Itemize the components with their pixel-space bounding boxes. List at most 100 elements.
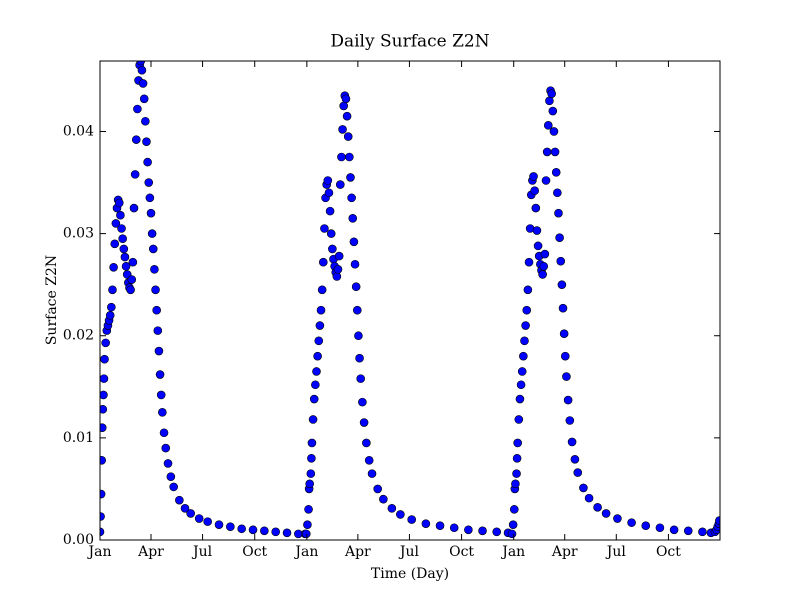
point	[548, 106, 558, 116]
point	[100, 527, 105, 537]
point	[346, 173, 355, 182]
point	[328, 244, 337, 254]
point	[523, 285, 533, 295]
y-tick-label: 0.03	[63, 226, 94, 242]
point	[563, 395, 573, 405]
point	[214, 520, 224, 529]
point	[350, 259, 360, 269]
point	[570, 455, 580, 464]
point	[318, 257, 328, 267]
x-tick-label: Oct	[656, 544, 681, 560]
point	[362, 438, 371, 448]
point	[100, 354, 109, 364]
point	[379, 494, 388, 504]
point	[347, 193, 356, 203]
point	[151, 285, 160, 295]
point	[107, 302, 116, 312]
point	[508, 520, 518, 529]
x-tick-label: Jan	[500, 544, 525, 560]
point	[100, 374, 109, 383]
point	[529, 172, 538, 181]
point	[142, 137, 151, 146]
point	[111, 219, 121, 228]
points	[100, 61, 720, 539]
point	[542, 147, 552, 157]
point	[492, 527, 502, 537]
point	[351, 282, 361, 292]
point	[509, 505, 519, 514]
point	[655, 523, 665, 533]
point	[349, 237, 359, 247]
point	[539, 261, 549, 271]
point	[334, 251, 344, 261]
point	[373, 484, 382, 494]
point	[100, 423, 107, 432]
point	[108, 285, 117, 295]
point	[553, 188, 562, 198]
point	[152, 305, 161, 315]
point	[121, 261, 131, 271]
point	[519, 351, 528, 361]
point	[358, 397, 367, 407]
point	[543, 121, 553, 130]
point	[557, 280, 567, 289]
point	[316, 305, 326, 315]
point	[343, 132, 353, 141]
point	[698, 527, 707, 537]
point	[313, 351, 322, 361]
point	[194, 514, 204, 523]
point	[110, 239, 120, 249]
point	[332, 272, 342, 281]
point	[109, 263, 118, 272]
y-tick-label: 0.01	[63, 430, 94, 446]
point	[314, 336, 324, 346]
point	[520, 336, 529, 346]
point	[127, 275, 137, 284]
point	[517, 367, 527, 376]
point	[337, 152, 346, 162]
point	[315, 321, 325, 330]
x-tick-label: Oct	[449, 544, 474, 560]
x-tick-label: Apr	[137, 544, 164, 560]
point	[551, 168, 561, 177]
point	[309, 394, 319, 404]
point	[627, 518, 636, 527]
point	[226, 522, 235, 532]
point	[555, 233, 564, 242]
point	[100, 512, 105, 521]
point	[180, 504, 190, 513]
point	[308, 415, 318, 424]
point	[166, 472, 176, 481]
point	[512, 469, 521, 478]
point	[137, 65, 147, 75]
point	[538, 270, 547, 279]
point	[146, 208, 156, 218]
point	[138, 79, 148, 88]
point	[641, 521, 651, 531]
point	[312, 367, 321, 376]
point	[143, 157, 152, 167]
point	[156, 390, 166, 400]
point	[117, 224, 126, 233]
point	[367, 469, 377, 478]
point	[136, 61, 146, 66]
point	[320, 224, 329, 233]
point	[203, 517, 212, 526]
point	[348, 213, 358, 223]
point	[559, 329, 569, 338]
x-axis-label: Time (Day)	[371, 566, 449, 582]
point	[339, 101, 348, 111]
point	[163, 459, 173, 468]
point	[341, 94, 351, 104]
x-tick-label: Jul	[605, 544, 627, 560]
point	[359, 418, 369, 427]
point	[186, 509, 195, 518]
point	[421, 519, 431, 528]
point	[148, 244, 158, 254]
point	[126, 285, 135, 295]
point	[338, 125, 347, 134]
point	[118, 234, 127, 244]
point	[516, 380, 526, 390]
point	[130, 170, 140, 179]
point	[101, 338, 110, 348]
